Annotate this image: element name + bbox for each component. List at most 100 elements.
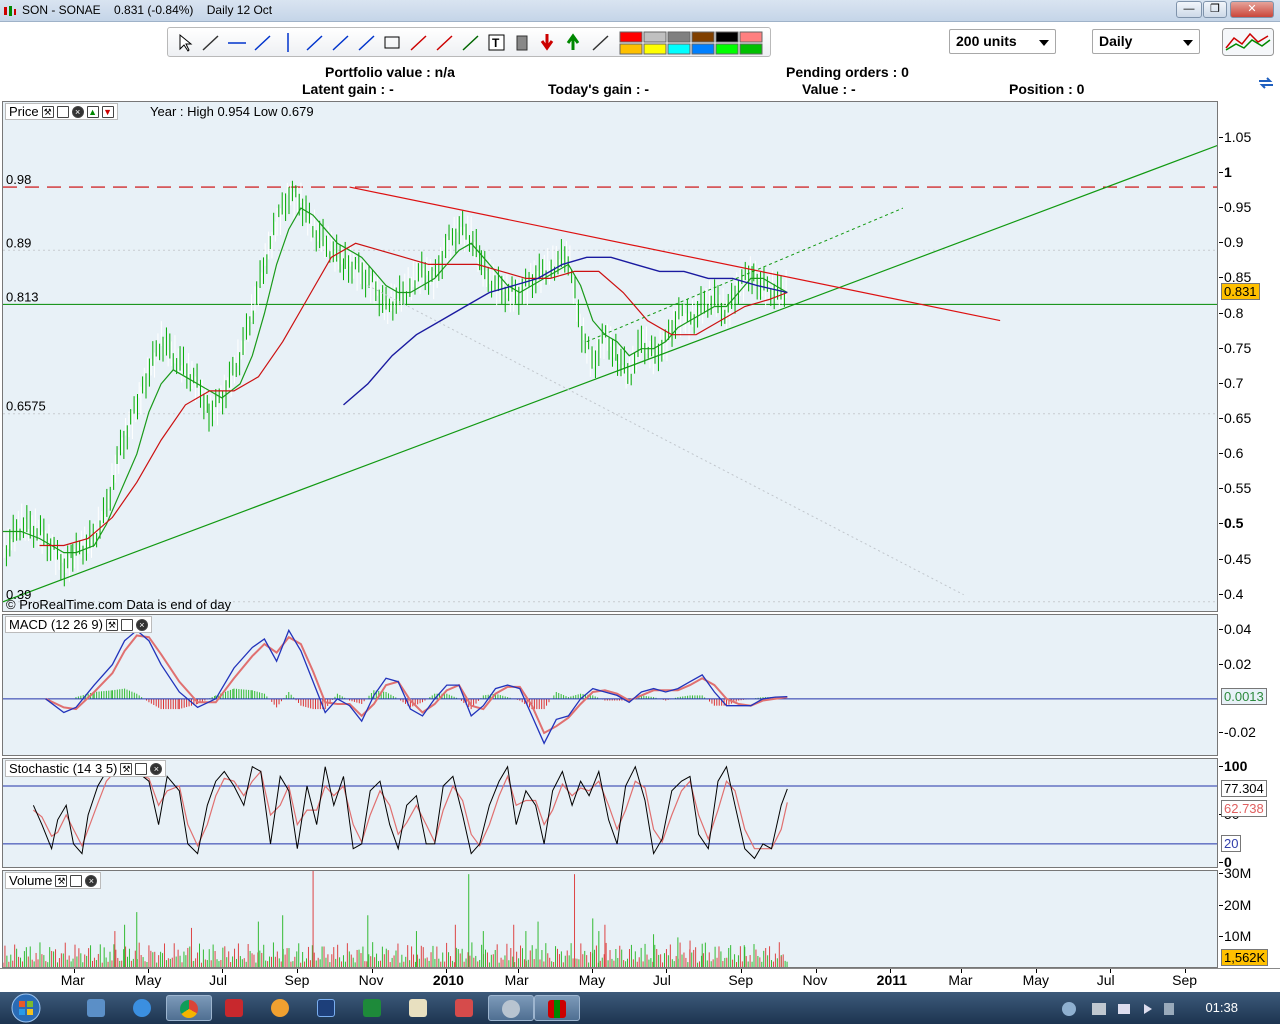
color-swatch[interactable] bbox=[715, 31, 739, 43]
ruler-icon[interactable] bbox=[202, 35, 219, 51]
taskbar-photoshop-icon[interactable] bbox=[304, 995, 350, 1021]
date-label: Nov bbox=[358, 972, 384, 988]
taskbar-camera-icon[interactable] bbox=[488, 995, 534, 1021]
wrench-icon[interactable]: ⚒ bbox=[55, 874, 68, 887]
segment-icon-shape bbox=[254, 35, 271, 51]
downtrend-line bbox=[349, 186, 1001, 322]
axis-tick-label: 0.8 bbox=[1224, 304, 1244, 321]
volume-chart[interactable] bbox=[3, 871, 1218, 968]
price-panel-label: Price bbox=[9, 104, 39, 119]
system-tray-icons[interactable] bbox=[1060, 1000, 1180, 1018]
indicators-icon[interactable] bbox=[1222, 28, 1274, 56]
ma-short-line bbox=[3, 207, 788, 554]
date-tick-mark bbox=[889, 969, 891, 973]
date-label: May bbox=[578, 972, 606, 988]
position-count[interactable]: Position : 0 bbox=[1009, 81, 1085, 97]
taskbar-app-icon[interactable] bbox=[396, 995, 442, 1021]
wrench-icon[interactable]: ⚒ bbox=[41, 105, 54, 118]
fan-icon[interactable] bbox=[358, 35, 375, 51]
taskbar-chrome-icon[interactable] bbox=[166, 995, 212, 1021]
fibonacci-fan-icon[interactable] bbox=[436, 35, 453, 51]
axis-tick-mark bbox=[1219, 523, 1223, 525]
level-label: 0.6575 bbox=[6, 399, 46, 414]
windows-start-icon[interactable] bbox=[4, 992, 48, 1024]
taskbar-pdf-icon[interactable] bbox=[212, 995, 258, 1021]
regression-channel-icon[interactable] bbox=[462, 35, 479, 51]
window-title-bar: SON - SONAE 0.831 (-0.84%) Daily 12 Oct … bbox=[0, 0, 1280, 22]
window-icon[interactable] bbox=[70, 874, 83, 887]
color-swatch[interactable] bbox=[739, 31, 763, 43]
color-swatch[interactable] bbox=[691, 31, 715, 43]
date-tick-mark bbox=[1109, 969, 1111, 973]
taskbar-media-player-icon[interactable] bbox=[258, 995, 304, 1021]
buy-arrow-icon[interactable] bbox=[566, 33, 580, 50]
minimize-button[interactable]: — bbox=[1176, 1, 1202, 18]
tools-icon[interactable] bbox=[592, 35, 609, 51]
axis-tick-label: 0.55 bbox=[1224, 480, 1252, 497]
refresh-arrows-icon[interactable] bbox=[1256, 73, 1276, 93]
pending-orders[interactable]: Pending orders : 0 bbox=[786, 64, 909, 80]
date-label: Sep bbox=[1172, 972, 1198, 988]
axis-tick-mark bbox=[1219, 593, 1223, 595]
color-swatch[interactable] bbox=[619, 31, 643, 43]
parallel-channel-icon[interactable] bbox=[306, 35, 323, 51]
taskbar-spreadsheet-icon[interactable] bbox=[350, 995, 396, 1021]
close-icon[interactable]: × bbox=[150, 762, 163, 775]
window-icon[interactable] bbox=[120, 618, 133, 631]
color-swatch[interactable] bbox=[643, 31, 667, 43]
period-dropdown[interactable]: Daily bbox=[1092, 29, 1200, 54]
color-swatch[interactable] bbox=[643, 43, 667, 55]
rectangle-icon[interactable] bbox=[384, 36, 400, 49]
taskbar-app2-icon[interactable] bbox=[442, 995, 488, 1021]
maximize-panel-icon[interactable]: ▲ bbox=[86, 105, 99, 118]
macd-panel[interactable]: MACD (12 26 9) ⚒ × bbox=[2, 614, 1218, 756]
delete-icon[interactable] bbox=[516, 35, 528, 51]
wrench-icon[interactable]: ⚒ bbox=[120, 762, 133, 775]
color-swatch[interactable] bbox=[715, 43, 739, 55]
color-swatch[interactable] bbox=[619, 43, 643, 55]
color-swatch[interactable] bbox=[739, 43, 763, 55]
color-swatch[interactable] bbox=[667, 43, 691, 55]
stochastic-panel[interactable]: Stochastic (14 3 5) ⚒ × bbox=[2, 758, 1218, 868]
price-panel[interactable]: 0.98 0.89 0.813 0.6575 0.39 Price ⚒ × ▲ ▼ Ye… bbox=[2, 101, 1218, 612]
taskbar-prorealtime-icon[interactable] bbox=[534, 995, 580, 1021]
axis-tick-label: 20M bbox=[1224, 896, 1252, 913]
price-chart[interactable]: 0.98 0.89 0.813 0.6575 0.39 bbox=[3, 102, 1218, 612]
text-tool-icon[interactable]: T bbox=[488, 34, 505, 51]
taskbar-clock: 01:38 bbox=[1205, 1000, 1238, 1015]
close-button[interactable]: ✕ bbox=[1230, 1, 1274, 18]
macd-chart[interactable] bbox=[3, 615, 1218, 756]
axis-tick-label: 0.6 bbox=[1224, 445, 1244, 462]
axis-tick-label: 0.45 bbox=[1224, 550, 1252, 567]
volume-current-value: 1,562K bbox=[1221, 949, 1269, 967]
restore-button[interactable]: ❐ bbox=[1203, 1, 1227, 18]
wrench-icon[interactable]: ⚒ bbox=[105, 618, 118, 631]
level-label: 0.89 bbox=[6, 235, 31, 250]
color-swatch[interactable] bbox=[667, 31, 691, 43]
fibonacci-icon[interactable] bbox=[410, 35, 427, 51]
ma-long-line bbox=[343, 256, 788, 406]
close-icon[interactable]: × bbox=[135, 618, 148, 631]
segment-icon[interactable] bbox=[254, 35, 271, 51]
close-icon[interactable]: × bbox=[71, 105, 84, 118]
date-tick-mark bbox=[815, 969, 817, 973]
price-panel-header: Price ⚒ × ▲ ▼ bbox=[5, 103, 118, 120]
cursor-icon[interactable] bbox=[179, 33, 193, 52]
window-icon[interactable] bbox=[56, 105, 69, 118]
volume-panel[interactable]: Volume ⚒ × bbox=[2, 870, 1218, 968]
trend-line-icon[interactable] bbox=[332, 35, 349, 51]
color-swatch[interactable] bbox=[691, 43, 715, 55]
ruler-icon-shape bbox=[202, 35, 219, 51]
window-icon[interactable] bbox=[135, 762, 148, 775]
close-icon[interactable]: × bbox=[85, 874, 98, 887]
sell-arrow-icon[interactable] bbox=[540, 34, 554, 51]
units-dropdown[interactable]: 200 units bbox=[949, 29, 1056, 54]
taskbar-internet-explorer-icon[interactable] bbox=[120, 995, 166, 1021]
axis-tick-mark bbox=[1219, 382, 1223, 384]
date-label: 2010 bbox=[432, 972, 464, 988]
taskbar-network-icon[interactable] bbox=[74, 995, 120, 1021]
stochastic-chart[interactable] bbox=[3, 759, 1218, 868]
minimize-panel-icon[interactable]: ▼ bbox=[101, 105, 114, 118]
trash-shape bbox=[516, 35, 528, 51]
macd-signal-line bbox=[45, 634, 788, 735]
